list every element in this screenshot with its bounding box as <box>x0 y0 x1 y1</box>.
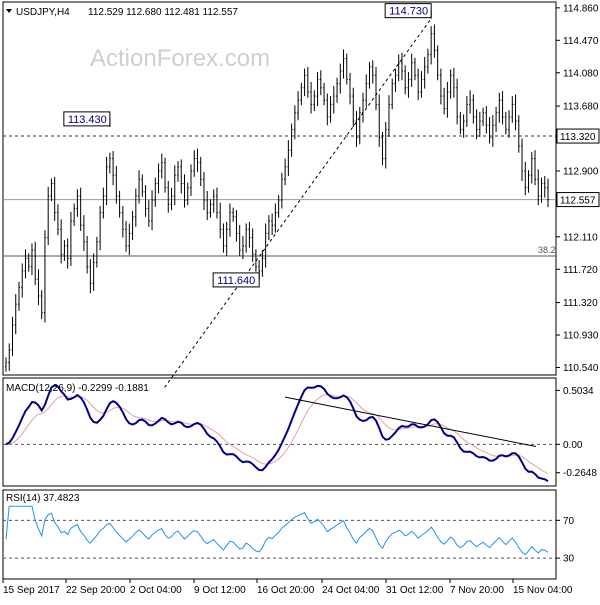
macd-signal-line <box>5 394 549 475</box>
fib-label: 38.2 <box>538 245 556 255</box>
macd-trend-line <box>285 396 537 447</box>
rsi-tick-label: 70 <box>563 516 575 527</box>
price-tick-label: 111.320 <box>563 298 598 309</box>
price-tick-label: 112.900 <box>563 167 599 178</box>
price-panel: ActionForex.com 38.2 113.430 114.730 111.6… <box>2 1 600 388</box>
time-tick-label: 24 Oct 04:00 <box>322 585 380 596</box>
macd-main-line <box>5 384 549 482</box>
callout-label: 111.640 <box>217 275 255 287</box>
time-tick-label: 15 Sep 2017 <box>3 585 60 596</box>
time-tick-label: 2 Oct 04:00 <box>130 585 182 596</box>
price-candles <box>5 24 549 372</box>
price-overlays: 113.430 114.730 111.640 <box>63 3 432 388</box>
time-tick-label: 16 Oct 20:00 <box>257 585 315 596</box>
trend-line <box>164 18 432 388</box>
macd-tick-label: -0.2648 <box>563 468 597 479</box>
price-tick-label: 110.540 <box>563 363 599 374</box>
level-label: 112.557 <box>560 196 596 207</box>
macd-tick-label: 0.00 <box>563 440 583 451</box>
macd-title: MACD(12,26,9) -0.2299 -0.1881 <box>6 383 149 394</box>
callout-label: 114.730 <box>389 6 428 18</box>
price-tick-label: 112.110 <box>563 232 598 243</box>
price-tick-label: 114.470 <box>563 36 599 47</box>
rsi-tick-label: 30 <box>563 554 575 565</box>
macd-panel: MACD(12,26,9) -0.2299 -0.1881 0.5034 0.00… <box>2 377 597 487</box>
macd-tick-label: 0.5034 <box>563 386 594 397</box>
callout-label: 113.430 <box>68 114 107 126</box>
callout-box <box>384 3 432 19</box>
rsi-title: RSI(14) 37.4823 <box>6 493 80 504</box>
callout-box <box>212 272 260 288</box>
watermark-text: ActionForex.com <box>90 45 270 72</box>
rsi-panel-frame <box>2 489 557 580</box>
price-y-axis: 114.860114.470114.080113.680113.290112.9… <box>556 3 600 374</box>
callout-box <box>63 111 111 127</box>
ohlc-label: 112.529 112.680 112.481 112.557 <box>88 7 238 18</box>
time-tick-label: 15 Nov 04:00 <box>513 585 573 596</box>
time-tick-label: 22 Sep 20:00 <box>66 585 126 596</box>
level-label: 113.320 <box>560 132 596 143</box>
price-tick-label: 113.680 <box>563 102 599 113</box>
level-label-box <box>556 128 600 144</box>
macd-lines <box>3 384 556 482</box>
price-tick-label: 114.860 <box>563 3 599 14</box>
time-tick-label: 9 Oct 12:00 <box>194 585 246 596</box>
price-tick-label: 111.720 <box>563 265 598 276</box>
price-tick-label: 110.930 <box>563 331 599 342</box>
rsi-y-axis: 70 30 <box>556 516 575 565</box>
price-tick-label: 114.080 <box>563 68 599 79</box>
price-levels: 38.2 <box>3 135 556 257</box>
rsi-lines <box>3 505 556 559</box>
macd-panel-frame <box>2 377 557 487</box>
rsi-panel: RSI(14) 37.4823 70 30 <box>2 489 575 580</box>
time-tick-label: 7 Nov 20:00 <box>450 585 504 596</box>
time-tick-label: 31 Oct 12:00 <box>386 585 444 596</box>
dropdown-triangle-icon <box>6 9 12 13</box>
price-panel-frame <box>2 1 557 376</box>
level-label-box <box>556 192 600 208</box>
rsi-line <box>5 505 549 556</box>
symbol-label: USDJPY,H4 <box>16 7 70 18</box>
macd-y-axis: 0.5034 0.00 -0.2648 <box>556 386 597 479</box>
time-axis: 15 Sep 2017 22 Sep 20:00 2 Oct 04:00 9 Oct … <box>2 579 573 596</box>
